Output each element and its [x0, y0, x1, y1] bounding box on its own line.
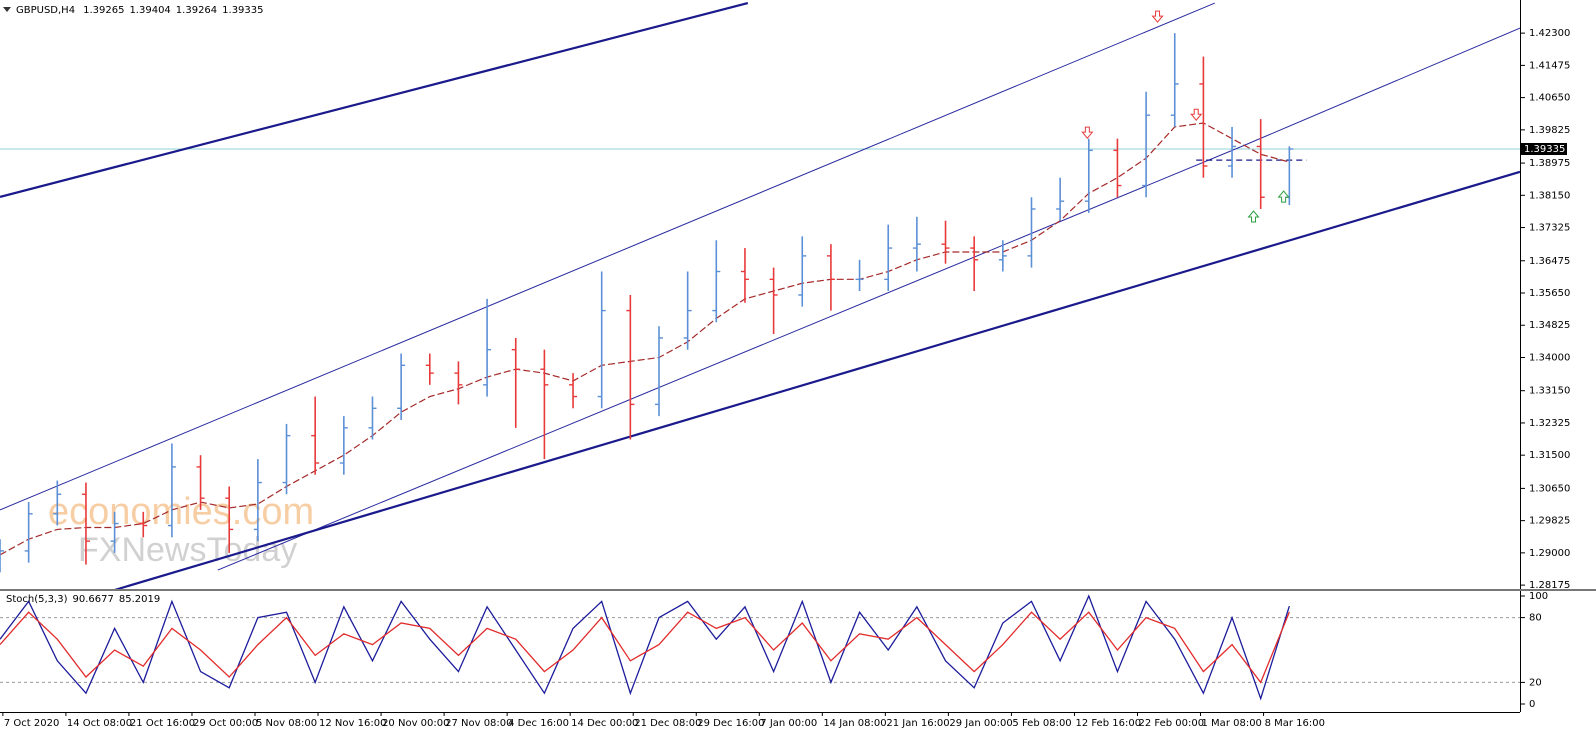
y-tick-label: 80: [1529, 613, 1542, 624]
x-tick-label: 12 Nov 16:00: [319, 718, 386, 729]
header-icon: [3, 7, 11, 12]
y-tick-label: 20: [1529, 677, 1542, 688]
x-tick-label: 27 Nov 08:00: [445, 718, 512, 729]
x-tick-label: 8 Mar 16:00: [1265, 718, 1325, 729]
x-tick-label: 14 Oct 08:00: [67, 718, 132, 729]
stoch-line: [0, 611, 1290, 684]
y-tick-label: 100: [1529, 591, 1548, 602]
y-tick-label: 1.42300: [1529, 28, 1570, 39]
x-tick-label: 20 Nov 00:00: [382, 718, 449, 729]
y-tick-label: 1.29000: [1529, 548, 1570, 559]
moving-average: [0, 122, 1290, 556]
y-tick-label: 1.41475: [1529, 60, 1570, 71]
trendline: [0, 2, 1216, 511]
trendline: [114, 170, 1520, 589]
x-tick-label: 14 Jan 08:00: [823, 718, 886, 729]
stoch-label: Stoch(5,3,3) 90.6677 85.2019: [6, 594, 160, 605]
signal-arrow: [1190, 108, 1203, 121]
current-price-box: [1521, 143, 1567, 156]
x-tick-label: 29 Dec 16:00: [697, 718, 764, 729]
x-tick-label: 5 Feb 08:00: [1012, 718, 1071, 729]
signal-arrow: [1151, 10, 1164, 23]
x-tick-label: 5 Nov 08:00: [256, 718, 317, 729]
y-tick-label: 1.32325: [1529, 418, 1570, 429]
watermark: FXNewsToday: [78, 531, 297, 569]
signal-arrow: [1247, 210, 1260, 223]
trendline: [0, 2, 749, 198]
x-tick-label: 29 Jan 00:00: [949, 718, 1012, 729]
x-tick-label: 1 Mar 08:00: [1202, 718, 1262, 729]
x-tick-label: 4 Dec 16:00: [508, 718, 569, 729]
y-tick-label: 1.29825: [1529, 516, 1570, 527]
current-price-label: 1.39335: [1524, 144, 1565, 155]
y-tick-label: 1.36475: [1529, 256, 1570, 267]
x-tick-label: 14 Dec 00:00: [571, 718, 638, 729]
y-tick-label: 1.31500: [1529, 450, 1570, 461]
y-tick-label: 1.38975: [1529, 158, 1570, 169]
y-tick-label: 1.34000: [1529, 352, 1570, 363]
signal-arrow: [1277, 190, 1290, 203]
y-tick-label: 1.30650: [1529, 483, 1570, 494]
x-tick-label: 21 Dec 08:00: [634, 718, 701, 729]
stoch-line: [0, 594, 1290, 701]
watermark: economies.com: [48, 491, 314, 533]
y-tick-label: 1.38150: [1529, 190, 1570, 201]
y-tick-label: 1.39825: [1529, 125, 1570, 136]
y-tick-label: 1.34825: [1529, 320, 1570, 331]
y-tick-label: 1.40650: [1529, 93, 1570, 104]
stoch-panel: [0, 594, 1520, 701]
trendline: [217, 146, 1241, 571]
x-tick-label: 7 Jan 00:00: [760, 718, 817, 729]
y-tick-label: 0: [1529, 699, 1535, 710]
x-tick-label: 21 Jan 16:00: [886, 718, 949, 729]
stoch-value: 90.6677: [72, 594, 113, 605]
header-value: 1.39335: [222, 5, 263, 16]
x-tick-label: 22 Feb 00:00: [1138, 718, 1204, 729]
trendline: [1240, 27, 1520, 148]
header-value: 1.39265: [83, 5, 124, 16]
x-tick-label: 21 Oct 16:00: [130, 718, 195, 729]
stoch-value: 85.2019: [119, 594, 160, 605]
header-value: 1.39404: [129, 5, 170, 16]
x-tick-label: 12 Feb 16:00: [1075, 718, 1141, 729]
header: GBPUSD,H4 1.39265 1.39404 1.39264 1.39335: [16, 5, 264, 16]
y-tick-label: 1.35650: [1529, 288, 1570, 299]
stoch-title: Stoch(5,3,3): [6, 594, 68, 605]
signal-arrow: [1081, 126, 1094, 139]
y-tick-label: 1.28175: [1529, 580, 1570, 591]
y-tick-label: 1.37325: [1529, 223, 1570, 234]
symbol: GBPUSD,H4: [16, 5, 75, 16]
x-tick-label: 29 Oct 00:00: [193, 718, 258, 729]
x-tick-label: 7 Oct 2020: [4, 718, 59, 729]
header-value: 1.39264: [176, 5, 217, 16]
y-tick-label: 1.33150: [1529, 386, 1570, 397]
